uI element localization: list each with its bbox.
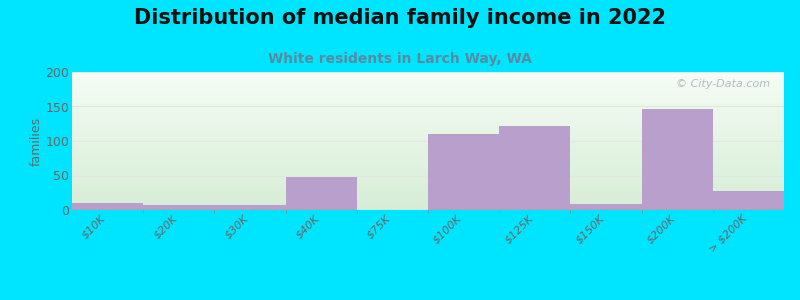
Bar <box>642 109 713 210</box>
Bar <box>214 205 286 210</box>
Text: © City-Data.com: © City-Data.com <box>676 79 770 89</box>
Bar <box>570 204 642 210</box>
Bar <box>499 126 570 210</box>
Bar <box>286 177 357 210</box>
Bar <box>428 134 499 210</box>
Y-axis label: families: families <box>30 116 42 166</box>
Text: Distribution of median family income in 2022: Distribution of median family income in … <box>134 8 666 28</box>
Bar <box>143 205 214 210</box>
Bar <box>72 203 143 210</box>
Text: White residents in Larch Way, WA: White residents in Larch Way, WA <box>268 52 532 67</box>
Bar <box>713 191 784 210</box>
